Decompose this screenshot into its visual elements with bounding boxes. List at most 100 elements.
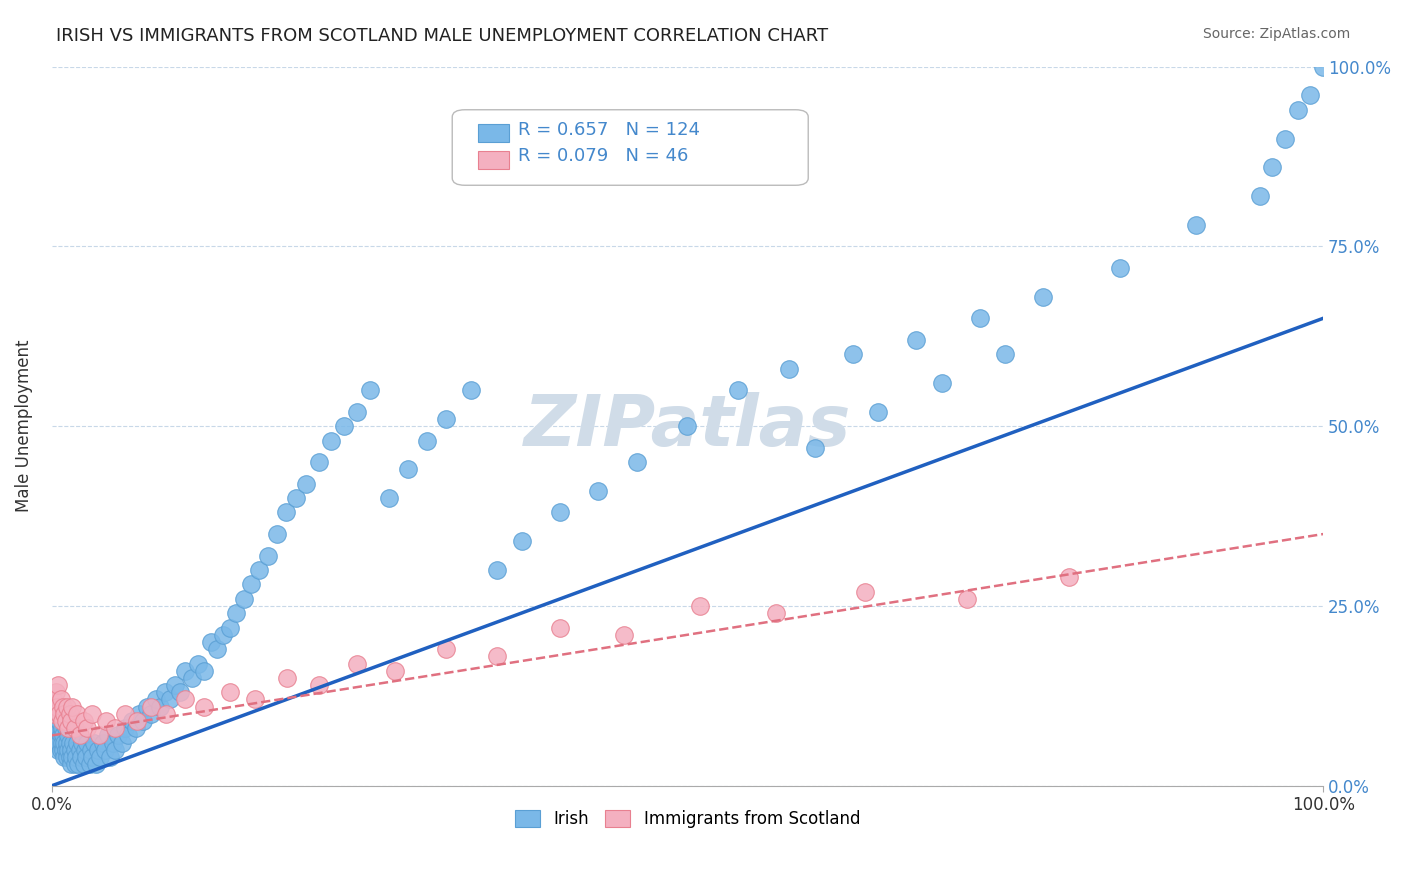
Point	[101, 736, 124, 750]
Point	[69, 728, 91, 742]
Point	[139, 706, 162, 721]
Point	[58, 736, 80, 750]
Point	[868, 405, 890, 419]
Point	[969, 311, 991, 326]
Point	[63, 757, 86, 772]
Point	[44, 706, 66, 721]
Point	[52, 699, 75, 714]
Point	[308, 678, 330, 692]
Point	[180, 671, 202, 685]
Point	[51, 721, 73, 735]
Point	[63, 721, 86, 735]
Point	[51, 714, 73, 728]
Point	[107, 728, 129, 742]
Point	[803, 441, 825, 455]
Point	[308, 455, 330, 469]
Point	[42, 721, 65, 735]
Point	[48, 706, 70, 721]
Point	[56, 699, 79, 714]
Point	[58, 728, 80, 742]
Point	[59, 714, 82, 728]
Text: R = 0.657   N = 124: R = 0.657 N = 124	[519, 121, 700, 139]
Text: IRISH VS IMMIGRANTS FROM SCOTLAND MALE UNEMPLOYMENT CORRELATION CHART: IRISH VS IMMIGRANTS FROM SCOTLAND MALE U…	[56, 27, 828, 45]
FancyBboxPatch shape	[478, 124, 509, 142]
FancyBboxPatch shape	[453, 110, 808, 186]
Point	[82, 706, 104, 721]
Point	[676, 419, 699, 434]
Point	[63, 743, 86, 757]
Point	[65, 750, 87, 764]
Point	[96, 714, 118, 728]
Point	[87, 728, 110, 742]
Point	[613, 628, 636, 642]
Point	[550, 621, 572, 635]
Point	[56, 736, 79, 750]
Point	[485, 649, 508, 664]
Point	[94, 743, 117, 757]
Point	[765, 606, 787, 620]
Point	[58, 721, 80, 735]
Text: R = 0.079   N = 46: R = 0.079 N = 46	[519, 147, 689, 166]
Point	[384, 664, 406, 678]
Point	[73, 743, 96, 757]
Point	[60, 750, 83, 764]
Point	[174, 692, 197, 706]
Point	[69, 743, 91, 757]
Point	[80, 743, 103, 757]
Point	[97, 728, 120, 742]
Point	[333, 419, 356, 434]
Point	[121, 714, 143, 728]
Point	[125, 714, 148, 728]
Point	[243, 692, 266, 706]
FancyBboxPatch shape	[478, 151, 509, 169]
Point	[42, 692, 65, 706]
Point	[82, 750, 104, 764]
Point	[114, 721, 136, 735]
Point	[124, 721, 146, 735]
Point	[174, 664, 197, 678]
Point	[136, 699, 159, 714]
Point	[46, 743, 69, 757]
Point	[994, 347, 1017, 361]
Point	[778, 361, 800, 376]
Point	[1249, 189, 1271, 203]
Point	[1286, 103, 1309, 117]
Point	[45, 736, 67, 750]
Point	[98, 750, 121, 764]
Point	[218, 685, 240, 699]
Point	[45, 699, 67, 714]
Point	[45, 721, 67, 735]
Point	[111, 736, 134, 750]
Point	[1108, 260, 1130, 275]
Point	[1274, 131, 1296, 145]
Point	[44, 714, 66, 728]
Point	[58, 750, 80, 764]
Point	[58, 706, 80, 721]
Point	[70, 750, 93, 764]
Point	[84, 757, 107, 772]
Point	[377, 491, 399, 505]
Point	[55, 721, 77, 735]
Point	[550, 506, 572, 520]
Point	[59, 743, 82, 757]
Point	[727, 383, 749, 397]
Point	[931, 376, 953, 390]
Point	[225, 606, 247, 620]
Point	[193, 664, 215, 678]
Point	[139, 699, 162, 714]
Point	[62, 736, 84, 750]
Text: Source: ZipAtlas.com: Source: ZipAtlas.com	[1202, 27, 1350, 41]
Point	[76, 736, 98, 750]
Point	[46, 728, 69, 742]
Legend: Irish, Immigrants from Scotland: Irish, Immigrants from Scotland	[508, 804, 868, 835]
Point	[128, 706, 150, 721]
Point	[53, 706, 76, 721]
Point	[257, 549, 280, 563]
Point	[76, 721, 98, 735]
Point	[588, 483, 610, 498]
Point	[49, 743, 72, 757]
Point	[193, 699, 215, 714]
Point	[396, 462, 419, 476]
Point	[169, 685, 191, 699]
Point	[48, 736, 70, 750]
